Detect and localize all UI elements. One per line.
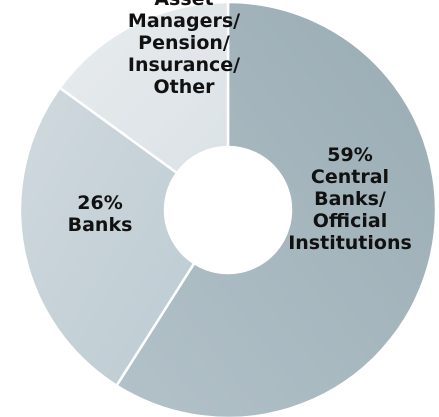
slice-percent-label: 59% (327, 144, 372, 166)
slice-name-line: Other (153, 76, 215, 98)
donut-slices (18, 0, 438, 417)
donut-slice-0 (114, 0, 438, 417)
donut-slice-2 (57, 0, 230, 175)
slice-percent-label: 26% (77, 192, 122, 214)
slice-name-line: Asset (154, 0, 213, 10)
slice-name-line: Banks/ (314, 188, 386, 210)
slice-name-line: Pension/ (138, 32, 230, 54)
slice-label-0: 59% Central Banks/Official Institutions (288, 144, 412, 254)
donut-slice-1 (18, 85, 196, 388)
slice-name-line: Banks (68, 214, 133, 236)
slice-name-line: Institutions (288, 232, 412, 254)
slice-name-line: Managers/ (128, 10, 240, 32)
slice-label-2: 15%AssetManagers/Pension/Insurance/Other (128, 0, 240, 98)
slice-name-line: Official (313, 210, 387, 232)
slice-name-line: Central (311, 166, 389, 188)
slice-label-1: 26% Banks (68, 192, 133, 236)
slice-name-line: Insurance/ (128, 54, 240, 76)
